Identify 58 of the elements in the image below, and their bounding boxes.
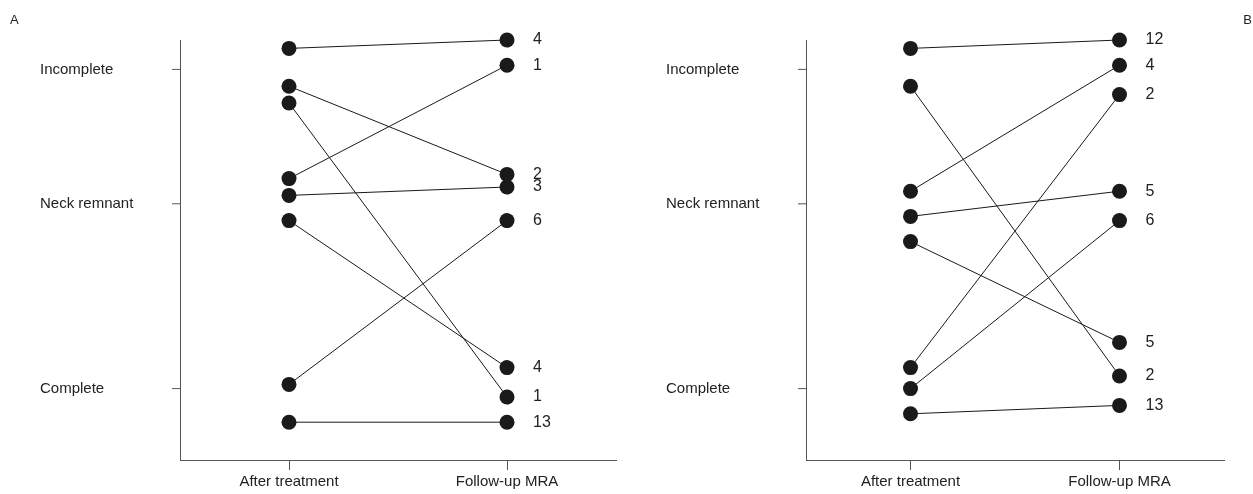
- point: [281, 414, 297, 430]
- point: [499, 360, 515, 376]
- annotation: 13: [1145, 395, 1164, 413]
- annotation: 4: [533, 30, 542, 48]
- point: [903, 381, 918, 397]
- point: [1112, 334, 1127, 350]
- point: [903, 234, 918, 250]
- point: [903, 40, 918, 56]
- point: [1112, 87, 1127, 103]
- annotation: 5: [1145, 181, 1155, 199]
- annotation: 1: [533, 55, 542, 73]
- annotation: 4: [533, 358, 542, 376]
- point: [281, 187, 297, 203]
- x-tick-label: After treatment: [239, 472, 340, 490]
- point: [1112, 213, 1127, 229]
- point: [281, 78, 297, 94]
- annotation: 6: [1145, 211, 1155, 229]
- annotation: 2: [1145, 366, 1155, 384]
- point: [499, 166, 515, 182]
- annotation: 13: [533, 412, 551, 430]
- point: [499, 414, 515, 430]
- annotation: 5: [1145, 332, 1155, 350]
- text: Incomplete: [666, 59, 740, 77]
- text: Incomplete: [40, 59, 114, 77]
- text: A: [10, 12, 19, 27]
- point: [499, 32, 515, 48]
- text: Neck remnant: [40, 193, 135, 211]
- point: [903, 208, 918, 224]
- point: [1112, 368, 1127, 384]
- point: [903, 406, 918, 422]
- text: Complete: [666, 378, 731, 396]
- point: [1112, 57, 1127, 73]
- point: [903, 78, 918, 94]
- point: [281, 376, 297, 392]
- point: [281, 95, 297, 111]
- point: [1112, 183, 1127, 199]
- x-tick-label: Follow-up MRA: [1068, 472, 1171, 490]
- annotation: 2: [1145, 85, 1155, 103]
- x-tick-label: After treatment: [860, 472, 961, 490]
- annotation: 4: [1145, 55, 1155, 73]
- point: [499, 57, 515, 73]
- point: [281, 213, 297, 229]
- annotation: 1: [533, 387, 542, 405]
- point: [1112, 32, 1127, 48]
- point: [1112, 397, 1127, 413]
- text: Complete: [40, 378, 105, 396]
- point: [499, 213, 515, 229]
- point: [499, 179, 515, 195]
- point: [281, 171, 297, 187]
- point: [499, 389, 515, 405]
- point: [903, 360, 918, 376]
- text: Neck remnant: [666, 193, 761, 211]
- point: [281, 40, 297, 56]
- annotation: 6: [533, 211, 542, 229]
- text: B: [1243, 12, 1252, 27]
- x-tick-label: Follow-up MRA: [455, 472, 559, 490]
- annotation: 12: [1145, 30, 1164, 48]
- point: [903, 183, 918, 199]
